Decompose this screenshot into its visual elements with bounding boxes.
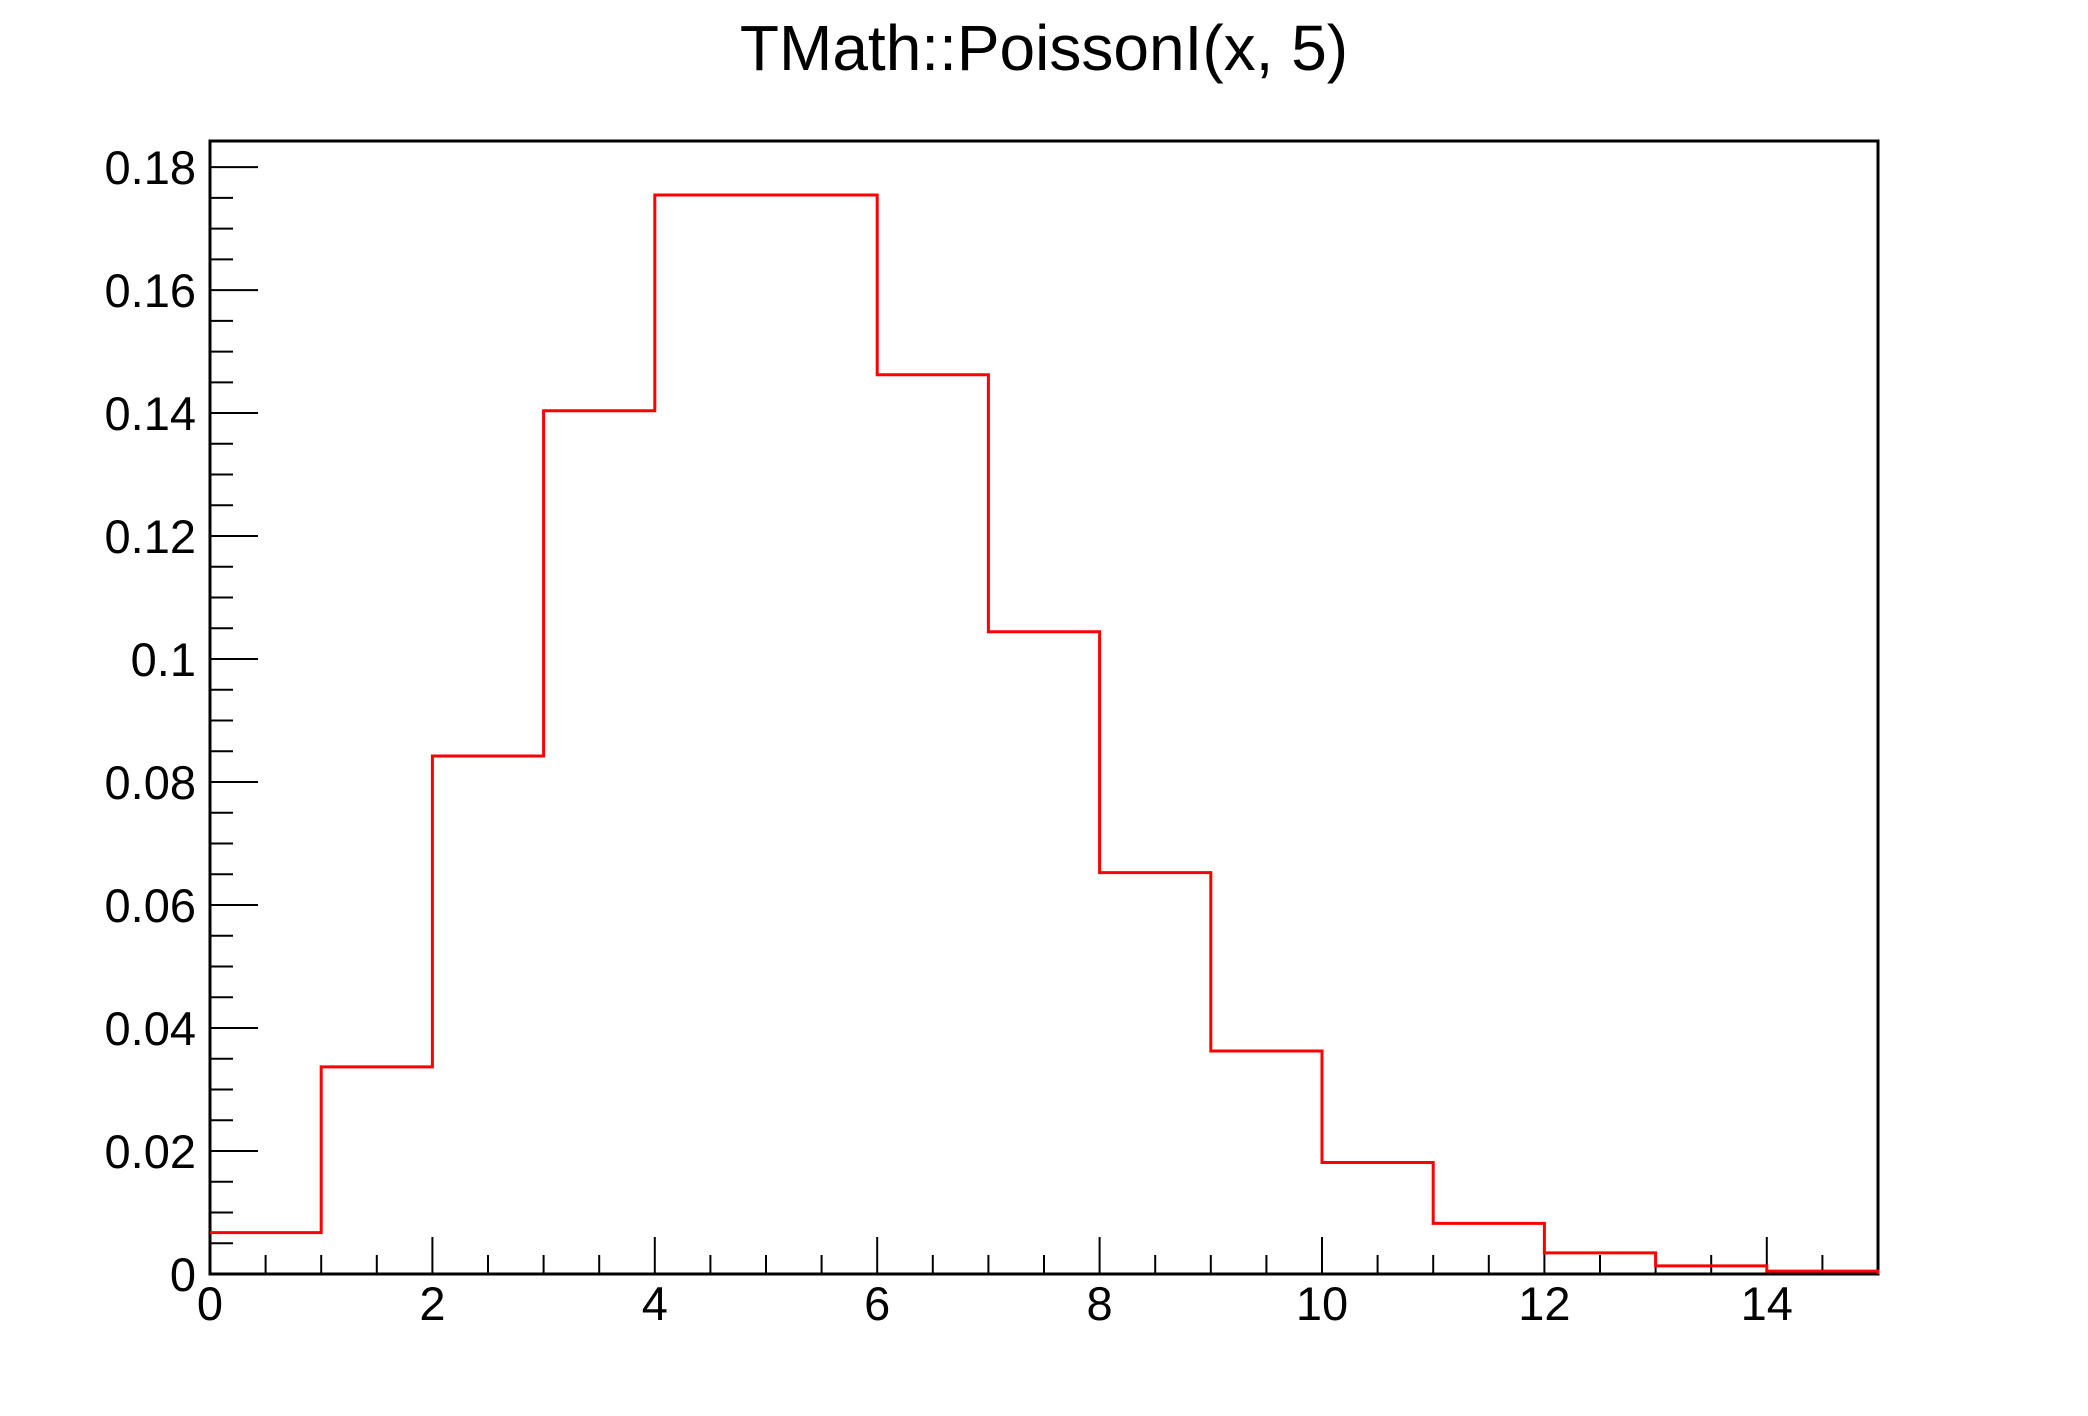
x-tick-label: 12: [1518, 1277, 1570, 1330]
histogram-line: [210, 193, 1880, 1274]
y-tick-label: 0.12: [105, 510, 196, 563]
x-tick-label: 0: [197, 1277, 223, 1330]
y-tick-label: 0: [170, 1248, 196, 1301]
x-tick-label: 14: [1741, 1277, 1793, 1330]
y-tick-label: 0.02: [105, 1125, 196, 1178]
y-tick-label: 0.16: [105, 264, 196, 317]
plot-frame: [208, 139, 1880, 1276]
x-tick-label: 8: [1087, 1277, 1113, 1330]
y-tick-label: 0.06: [105, 879, 196, 932]
x-tick-label: 6: [864, 1277, 890, 1330]
y-tick-label: 0.14: [105, 387, 196, 440]
y-tick-label: 0.04: [105, 1002, 196, 1055]
y-tick-label: 0.1: [131, 633, 196, 686]
x-tick-label: 4: [642, 1277, 668, 1330]
x-tick-label: 2: [419, 1277, 445, 1330]
x-tick-label: 10: [1296, 1277, 1348, 1330]
y-tick-label: 0.08: [105, 756, 196, 809]
y-tick-label: 0.18: [105, 141, 196, 194]
chart-title: TMath::PoissonI(x, 5): [739, 12, 1349, 84]
